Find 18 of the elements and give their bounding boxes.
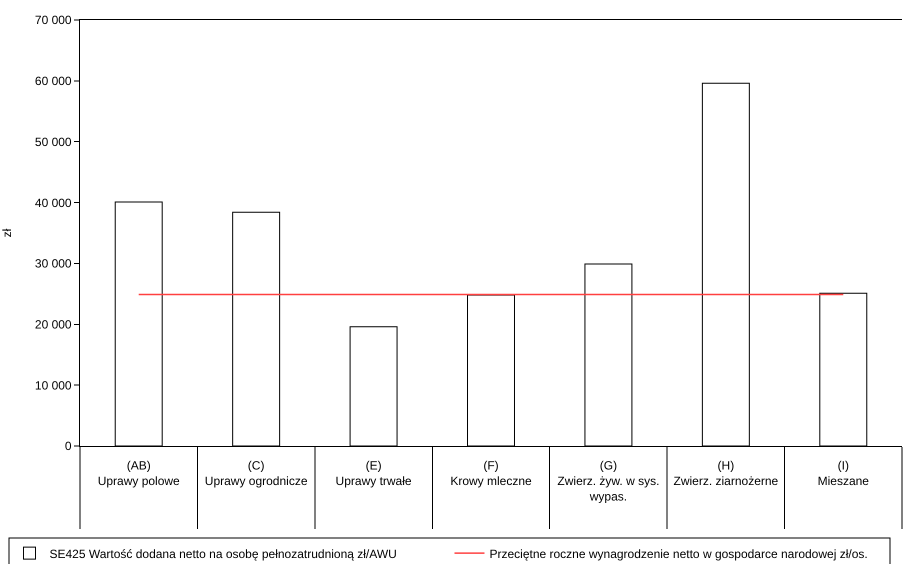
legend-label: SE425 Wartość dodana netto na osobę pełnozatrudnioną zł/AWU: [49, 546, 397, 561]
x-tick-label: (I) Mieszane: [818, 458, 870, 488]
y-tick-label: 30 000: [34, 256, 72, 271]
x-tick-label: (AB) Uprawy polowe: [98, 458, 180, 488]
y-tick-label: 0: [64, 439, 72, 454]
y-tick-label: 50 000: [34, 134, 72, 149]
x-tick-label: (E) Uprawy trwałe: [336, 458, 412, 488]
x-tick-label: (G) Zwierz. żyw. w sys. wypas.: [557, 458, 660, 504]
y-tick-label: 70 000: [34, 13, 72, 28]
y-axis-title: zł: [0, 228, 14, 238]
legend-label: Przeciętne roczne wynagrodzenie netto w gospodarce narodowej zł/os.: [489, 546, 868, 561]
y-tick-label: 20 000: [34, 317, 72, 332]
x-tick-label: (C) Uprawy ogrodnicze: [204, 458, 308, 488]
y-tick-label: 10 000: [34, 378, 72, 392]
y-tick-label: 40 000: [34, 196, 72, 210]
x-tick-label: (H) Zwierz. ziarnożerne: [674, 458, 779, 488]
y-tick-label: 60 000: [34, 74, 72, 88]
x-tick-label: (F) Krowy mleczne: [450, 458, 532, 488]
